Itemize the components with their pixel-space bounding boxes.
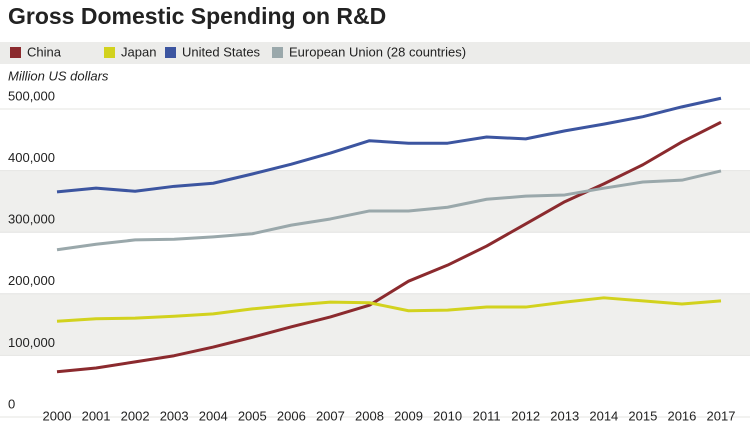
x-tick-label: 2004 [199, 408, 228, 423]
y-axis-label: Million US dollars [8, 68, 109, 83]
y-tick-label: 200,000 [8, 273, 55, 288]
series-line [56, 120, 722, 374]
series-line [56, 169, 722, 252]
legend-label: European Union (28 countries) [289, 44, 466, 59]
y-tick-label: 0 [8, 396, 15, 411]
y-tick-label: 100,000 [8, 335, 55, 350]
x-tick-label: 2017 [707, 408, 736, 423]
x-tick-label: 2003 [160, 408, 189, 423]
x-tick-label: 2013 [550, 408, 579, 423]
legend-swatch [10, 47, 21, 58]
x-tick-label: 2009 [394, 408, 423, 423]
grid-band [0, 170, 750, 233]
x-tick-label: 2010 [433, 408, 462, 423]
x-tick-label: 2007 [316, 408, 345, 423]
x-tick-label: 2015 [628, 408, 657, 423]
legend-label: China [27, 44, 62, 59]
x-tick-label: 2008 [355, 408, 384, 423]
series-line [56, 296, 722, 323]
x-tick-label: 2011 [473, 408, 501, 423]
legend-swatch [272, 47, 283, 58]
y-tick-label: 300,000 [8, 212, 55, 227]
x-tick-label: 2016 [667, 408, 696, 423]
legend-swatch [104, 47, 115, 58]
legend-band [0, 42, 750, 64]
series-line [56, 96, 722, 194]
x-tick-label: 2005 [238, 408, 267, 423]
legend-label: United States [182, 44, 261, 59]
x-tick-label: 2006 [277, 408, 306, 423]
x-tick-label: 2000 [43, 408, 72, 423]
chart-title: Gross Domestic Spending on R&D [8, 3, 386, 29]
x-tick-label: 2012 [511, 408, 540, 423]
y-tick-label: 500,000 [8, 88, 55, 103]
legend-label: Japan [121, 44, 156, 59]
x-tick-label: 2001 [82, 408, 111, 423]
x-tick-label: 2014 [589, 408, 618, 423]
legend-swatch [165, 47, 176, 58]
y-tick-label: 400,000 [8, 150, 55, 165]
x-tick-label: 2002 [121, 408, 150, 423]
